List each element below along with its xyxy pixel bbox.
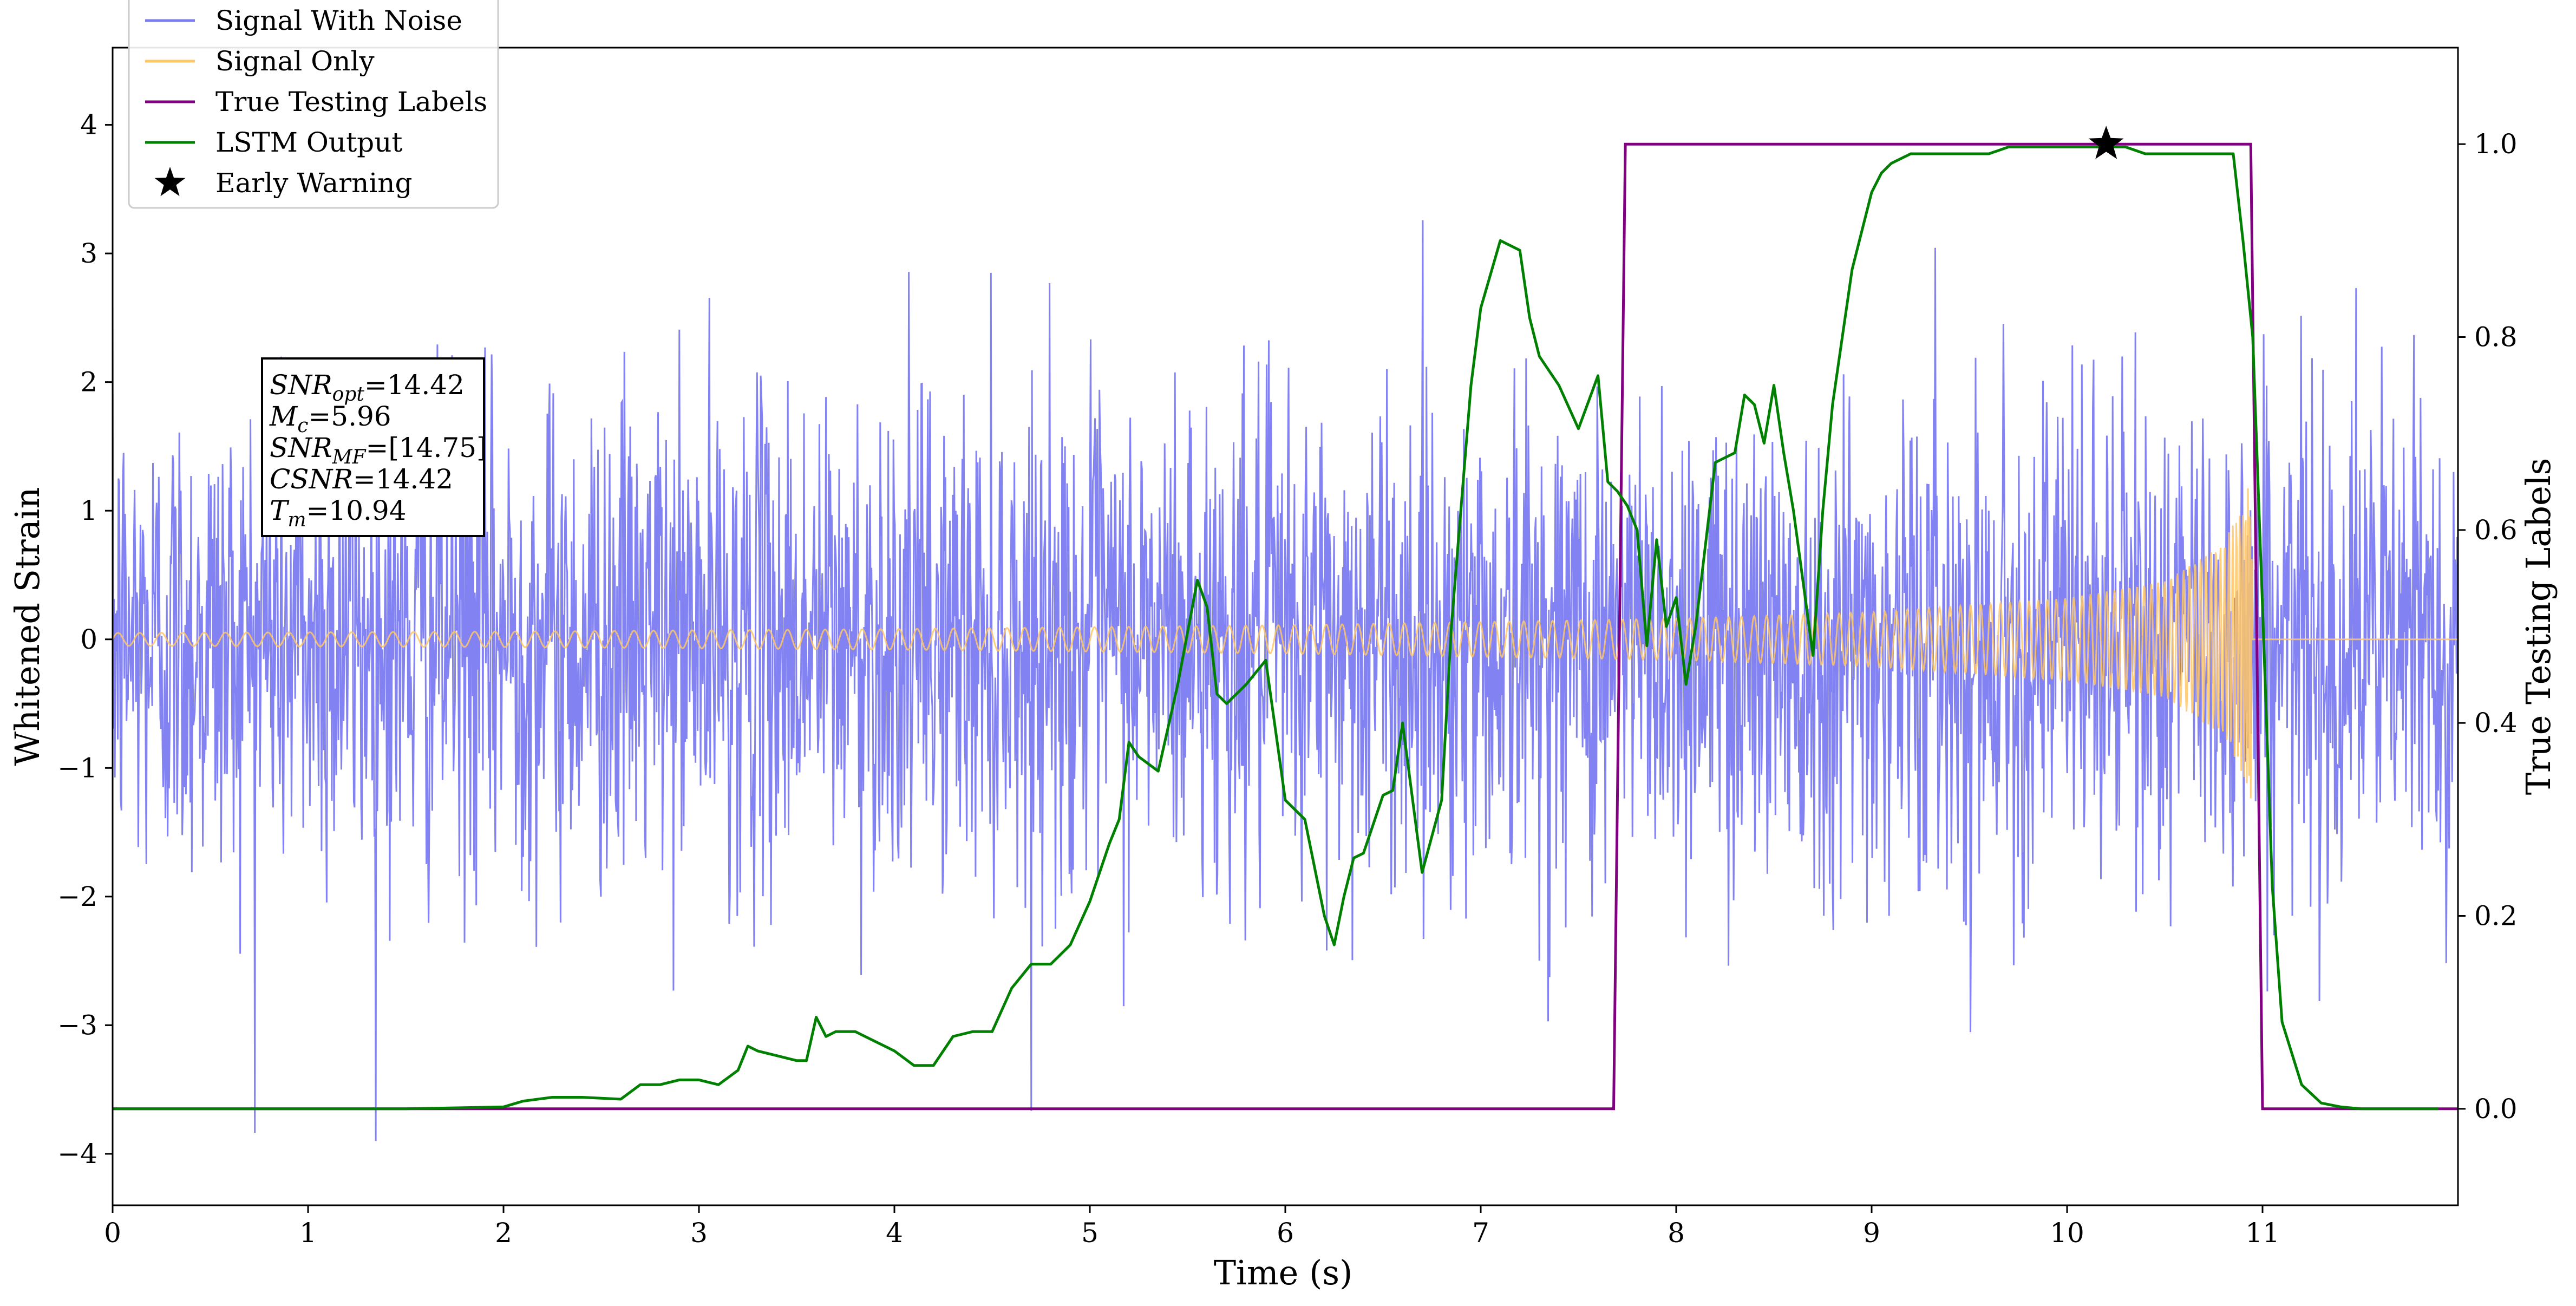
y-tick-label: −1 bbox=[57, 752, 97, 783]
legend-label: Early Warning bbox=[215, 167, 413, 199]
x-tick-label: 7 bbox=[1472, 1217, 1489, 1249]
y-tick-label: 4 bbox=[80, 109, 97, 141]
x-tick-label: 0 bbox=[104, 1217, 121, 1249]
x-tick-label: 9 bbox=[1863, 1217, 1880, 1249]
signal-with-noise-series bbox=[113, 220, 2458, 1141]
lstm-output-line bbox=[113, 146, 2438, 1111]
y2-tick-label: 0.4 bbox=[2474, 707, 2518, 739]
legend-label: Signal Only bbox=[215, 45, 375, 77]
legend-label: Signal With Noise bbox=[215, 5, 462, 36]
legend-swatch bbox=[154, 167, 186, 197]
legend-label: True Testing Labels bbox=[215, 86, 487, 117]
x-tick-label: 4 bbox=[886, 1217, 903, 1249]
y2-tick-label: 0.2 bbox=[2474, 900, 2518, 932]
x-tick-label: 6 bbox=[1277, 1217, 1294, 1249]
x-tick-label: 8 bbox=[1668, 1217, 1685, 1249]
annotation-line: Mc=5.96 bbox=[269, 401, 391, 437]
y2-tick-label: 0.0 bbox=[2474, 1093, 2518, 1125]
y-tick-label: −3 bbox=[57, 1009, 97, 1041]
early-warning-series bbox=[2088, 126, 2124, 159]
x-tick-label: 10 bbox=[2050, 1217, 2084, 1249]
y-tick-label: 1 bbox=[80, 495, 97, 526]
y2-tick-label: 1.0 bbox=[2474, 128, 2518, 160]
x-tick-label: 5 bbox=[1081, 1217, 1099, 1249]
legend-label: LSTM Output bbox=[215, 127, 402, 158]
y-axis-left: −4 −3 −2 −1 0 1 2 3 4 bbox=[57, 109, 113, 1170]
annotation-line: SNRopt=14.42 bbox=[270, 369, 465, 406]
signal-only-series bbox=[113, 488, 2458, 799]
annotation-line: Tm=10.94 bbox=[270, 495, 407, 531]
early-warning-marker bbox=[2088, 126, 2124, 159]
annotation-line: CSNR=14.42 bbox=[270, 463, 453, 495]
y-axis-title: Whitened Strain bbox=[8, 487, 47, 766]
annotation-box: SNRopt=14.42Mc=5.96SNRMF=[14.75]CSNR=14.… bbox=[261, 357, 487, 537]
x-tick-label: 1 bbox=[299, 1217, 317, 1249]
y-tick-label: 0 bbox=[80, 624, 97, 655]
x-tick-label: 11 bbox=[2245, 1217, 2280, 1249]
true-testing-labels-series bbox=[113, 142, 2458, 1111]
legend: Signal With Noise Signal Only True Testing… bbox=[128, 0, 499, 209]
x-axis: 0 1 2 3 4 5 6 7 8 9 10 11 bbox=[104, 1205, 2280, 1249]
y-tick-label: 3 bbox=[80, 238, 97, 269]
true-testing-labels-line bbox=[113, 142, 2458, 1111]
signal-with-noise-line bbox=[113, 220, 2458, 1141]
y-tick-label: 2 bbox=[80, 367, 97, 398]
y-tick-label: −4 bbox=[57, 1138, 97, 1170]
y2-tick-label: 0.6 bbox=[2474, 514, 2518, 546]
annotation-frame bbox=[261, 357, 485, 537]
x-tick-label: 2 bbox=[495, 1217, 512, 1249]
annotation-line: SNRMF=[14.75] bbox=[270, 432, 487, 468]
x-axis-title: Time (s) bbox=[1214, 1253, 1353, 1292]
y2-axis-title: True Testing Labels bbox=[2519, 458, 2558, 795]
y2-tick-label: 0.8 bbox=[2474, 322, 2518, 353]
x-tick-label: 3 bbox=[690, 1217, 708, 1249]
y-axis-right: 0.0 0.2 0.4 0.6 0.8 1.0 bbox=[2458, 128, 2518, 1125]
lstm-output-series bbox=[113, 146, 2438, 1111]
legend-frame bbox=[128, 0, 499, 209]
signal-only-line bbox=[113, 488, 2458, 799]
y-tick-label: −2 bbox=[57, 881, 97, 912]
